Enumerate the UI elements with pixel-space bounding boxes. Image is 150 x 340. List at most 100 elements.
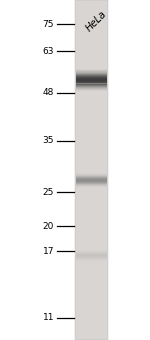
Bar bbox=[76, 82, 107, 83]
Bar bbox=[76, 260, 107, 261]
Bar bbox=[76, 178, 107, 179]
Text: HeLa: HeLa bbox=[84, 8, 109, 33]
Bar bbox=[76, 258, 107, 259]
Bar bbox=[76, 78, 107, 79]
Bar bbox=[76, 178, 107, 179]
Bar bbox=[76, 80, 107, 81]
Bar bbox=[76, 176, 107, 177]
Bar bbox=[76, 252, 107, 253]
Bar bbox=[76, 75, 107, 76]
Bar bbox=[76, 87, 107, 88]
Bar bbox=[76, 250, 107, 251]
Bar bbox=[76, 177, 107, 178]
Bar bbox=[76, 89, 107, 90]
Bar bbox=[76, 249, 107, 250]
Bar bbox=[76, 185, 107, 186]
Bar bbox=[76, 259, 107, 260]
Bar bbox=[76, 257, 107, 258]
Bar bbox=[76, 87, 107, 88]
Bar bbox=[76, 186, 107, 187]
Bar bbox=[76, 174, 107, 175]
Bar bbox=[76, 83, 107, 84]
Bar bbox=[76, 254, 107, 255]
Bar bbox=[76, 182, 107, 183]
Text: 17: 17 bbox=[42, 246, 54, 256]
Bar bbox=[76, 73, 107, 74]
Bar bbox=[76, 90, 107, 91]
Bar bbox=[76, 81, 107, 82]
Bar bbox=[76, 79, 107, 80]
Bar bbox=[76, 255, 107, 256]
Bar bbox=[76, 179, 107, 180]
Bar bbox=[76, 253, 107, 254]
Bar bbox=[76, 70, 107, 71]
Bar bbox=[76, 255, 107, 256]
Bar bbox=[76, 182, 107, 183]
Bar bbox=[76, 72, 107, 73]
Bar bbox=[76, 79, 107, 80]
Bar bbox=[76, 173, 107, 174]
Bar bbox=[76, 81, 107, 82]
Bar bbox=[76, 181, 107, 182]
Bar bbox=[76, 180, 107, 181]
Bar bbox=[76, 180, 107, 181]
Bar bbox=[76, 183, 107, 184]
Bar bbox=[76, 257, 107, 258]
Text: 35: 35 bbox=[42, 136, 54, 145]
Bar bbox=[76, 183, 107, 184]
Bar bbox=[76, 256, 107, 257]
Bar bbox=[76, 250, 107, 251]
Bar bbox=[76, 258, 107, 259]
Bar bbox=[76, 69, 107, 70]
Bar bbox=[76, 253, 107, 254]
Bar bbox=[76, 72, 107, 73]
Bar bbox=[76, 85, 107, 86]
Bar bbox=[76, 76, 107, 77]
Bar bbox=[76, 184, 107, 185]
Bar bbox=[76, 186, 107, 187]
Bar bbox=[76, 84, 107, 85]
Bar bbox=[76, 252, 107, 253]
Bar bbox=[76, 77, 107, 78]
Bar bbox=[76, 175, 107, 176]
Bar bbox=[76, 177, 107, 178]
Text: 25: 25 bbox=[43, 188, 54, 197]
Bar bbox=[76, 71, 107, 72]
Bar bbox=[76, 74, 107, 75]
Text: 48: 48 bbox=[43, 88, 54, 97]
Bar bbox=[76, 88, 107, 89]
Bar bbox=[76, 88, 107, 89]
Bar bbox=[76, 251, 107, 252]
Bar bbox=[76, 73, 107, 74]
Bar bbox=[76, 89, 107, 90]
Bar bbox=[76, 259, 107, 260]
Bar bbox=[76, 80, 107, 81]
Bar bbox=[76, 173, 107, 174]
Bar bbox=[76, 184, 107, 185]
Bar bbox=[76, 76, 107, 77]
Bar bbox=[76, 86, 107, 87]
Text: 20: 20 bbox=[43, 222, 54, 231]
Bar bbox=[76, 83, 107, 84]
Bar bbox=[76, 174, 107, 175]
Text: 63: 63 bbox=[42, 47, 54, 55]
Bar bbox=[76, 175, 107, 176]
Bar bbox=[76, 254, 107, 255]
Bar bbox=[76, 181, 107, 182]
Bar bbox=[76, 185, 107, 186]
Bar bbox=[76, 86, 107, 87]
Bar bbox=[76, 70, 107, 71]
Bar bbox=[76, 256, 107, 257]
Bar bbox=[76, 261, 107, 262]
Bar bbox=[76, 260, 107, 261]
Text: 11: 11 bbox=[42, 313, 54, 322]
Bar bbox=[76, 71, 107, 72]
Text: 75: 75 bbox=[42, 20, 54, 29]
Bar bbox=[76, 179, 107, 180]
Bar bbox=[76, 85, 107, 86]
Bar bbox=[76, 77, 107, 78]
Bar bbox=[75, 0, 108, 340]
Bar bbox=[76, 78, 107, 79]
Bar bbox=[76, 74, 107, 75]
Bar bbox=[76, 84, 107, 85]
